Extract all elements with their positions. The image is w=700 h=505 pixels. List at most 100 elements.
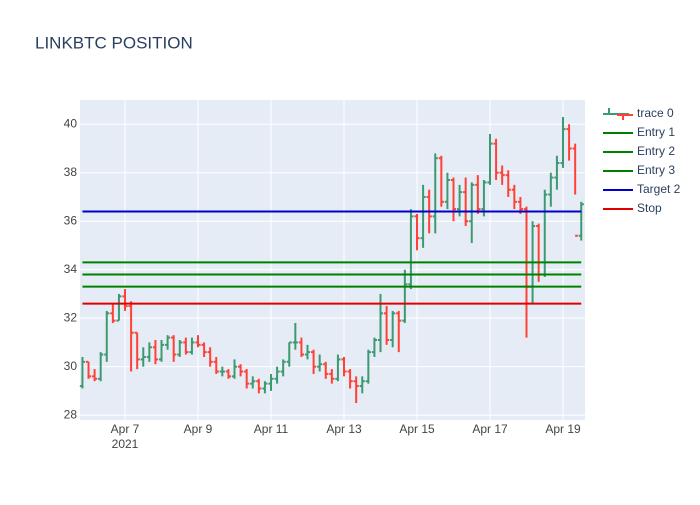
ohlc-bar <box>225 369 232 379</box>
ohlc-bar <box>140 347 146 367</box>
ohlc-bar <box>134 331 140 370</box>
x-tick-label: Apr 11 <box>254 422 289 436</box>
ohlc-bar <box>237 364 244 377</box>
ohlc-bar <box>450 177 457 222</box>
grid <box>80 100 585 420</box>
ohlc-bar <box>402 269 408 324</box>
ohlc-bar <box>438 155 444 207</box>
ohlc-bar <box>207 347 213 367</box>
ohlc-bar <box>250 376 256 389</box>
ohlc-bar <box>560 116 566 168</box>
ohlc-bar <box>310 349 317 374</box>
marks <box>79 116 584 404</box>
ohlc-bar <box>323 361 329 379</box>
ohlc-bar <box>219 366 225 377</box>
ohlc-bar <box>268 373 274 391</box>
ohlc-bar <box>469 182 475 244</box>
legend-label: Entry 2 <box>637 144 675 158</box>
ohlc-bar <box>383 306 390 345</box>
ohlc-bar <box>110 303 116 324</box>
ohlc-bar <box>146 342 152 362</box>
ohlc-bar <box>554 155 560 190</box>
ohlc-bar <box>505 170 511 197</box>
chart-title: LINKBTC POSITION <box>35 33 193 52</box>
ohlc-bar <box>572 143 578 237</box>
x-tick-label: Apr 13 <box>326 422 362 436</box>
ohlc-bar <box>578 201 584 241</box>
ohlc-bar <box>335 354 341 382</box>
x-tick-label: Apr 17 <box>472 422 508 436</box>
ohlc-bar <box>341 356 347 377</box>
ohlc-bar <box>298 337 305 357</box>
ohlc-bar <box>189 337 195 355</box>
ohlc-bar <box>390 310 396 348</box>
ohlc-bar <box>432 153 438 234</box>
ohlc-bar <box>171 335 177 362</box>
ohlc-bar <box>511 184 517 210</box>
ohlc-bar <box>365 349 371 384</box>
x-tick-label: Apr 15 <box>399 422 435 436</box>
ohlc-bar <box>280 359 286 377</box>
ohlc-bar <box>487 133 493 185</box>
y-tick-label: 28 <box>64 407 78 421</box>
ohlc-bar <box>213 356 219 374</box>
x-tick-label: Apr 19 <box>545 422 581 436</box>
y-tick-label: 36 <box>64 213 78 227</box>
ohlc-bar <box>548 172 554 207</box>
ohlc-bar <box>183 337 189 355</box>
ohlc-bar <box>371 337 378 357</box>
ohlc-bar <box>493 138 499 180</box>
ohlc-bar <box>475 175 481 214</box>
ohlc-bar <box>122 289 128 311</box>
ohlc-bar <box>201 342 207 357</box>
ohlc-bar <box>274 366 280 384</box>
ohlc-bar <box>304 344 311 360</box>
ohlc-bar <box>463 177 469 227</box>
x-year-label: 2021 <box>112 437 139 451</box>
ohlc-bar <box>359 376 365 394</box>
ohlc-bar <box>292 323 298 350</box>
ohlc-bar <box>317 354 323 372</box>
legend-label: Entry 3 <box>637 163 675 177</box>
ohlc-bar <box>408 209 414 290</box>
y-tick-label: 40 <box>64 116 78 130</box>
ohlc-bar <box>128 301 134 372</box>
ohlc-bar <box>286 341 292 367</box>
x-tick-label: Apr 9 <box>184 422 213 436</box>
ohlc-bar <box>116 293 122 322</box>
ohlc-bar <box>481 180 487 217</box>
ohlc-bar <box>566 124 572 161</box>
ohlc-bar <box>104 310 110 362</box>
ohlc-bar <box>231 359 238 379</box>
ohlc-bar <box>79 356 86 389</box>
ohlc-bar <box>256 378 262 394</box>
ohlc-bar <box>347 369 353 389</box>
legend-label: Stop <box>637 201 662 215</box>
y-tick-label: 30 <box>64 359 78 373</box>
x-tick-label: Apr 7 <box>111 422 140 436</box>
ohlc-bar <box>158 340 165 362</box>
ohlc-bar <box>262 381 268 394</box>
ohlc-bar <box>195 335 201 348</box>
legend: trace 0 Entry 1 Entry 2 Entry 3 Target 2 Stop <box>603 106 681 215</box>
ohlc-bar <box>499 165 505 185</box>
ohlc-bar <box>396 310 402 353</box>
ohlc-bar <box>98 352 104 382</box>
ohlc-bar <box>329 369 335 384</box>
legend-label: Entry 1 <box>637 125 675 139</box>
ohlc-bar <box>177 340 183 357</box>
legend-label: trace 0 <box>637 106 674 120</box>
ohlc-bar <box>353 376 359 404</box>
ohlc-bar <box>444 172 451 210</box>
ohlc-bar <box>85 360 92 379</box>
ohlc-bar <box>420 184 426 248</box>
y-tick-label: 38 <box>64 165 78 179</box>
ohlc-bar <box>244 369 250 389</box>
y-tick-label: 34 <box>64 262 78 276</box>
y-tick-label: 32 <box>64 310 78 324</box>
ohlc-bar <box>91 369 98 382</box>
ohlc-bar <box>164 335 171 350</box>
ohlc-bar <box>414 213 420 251</box>
